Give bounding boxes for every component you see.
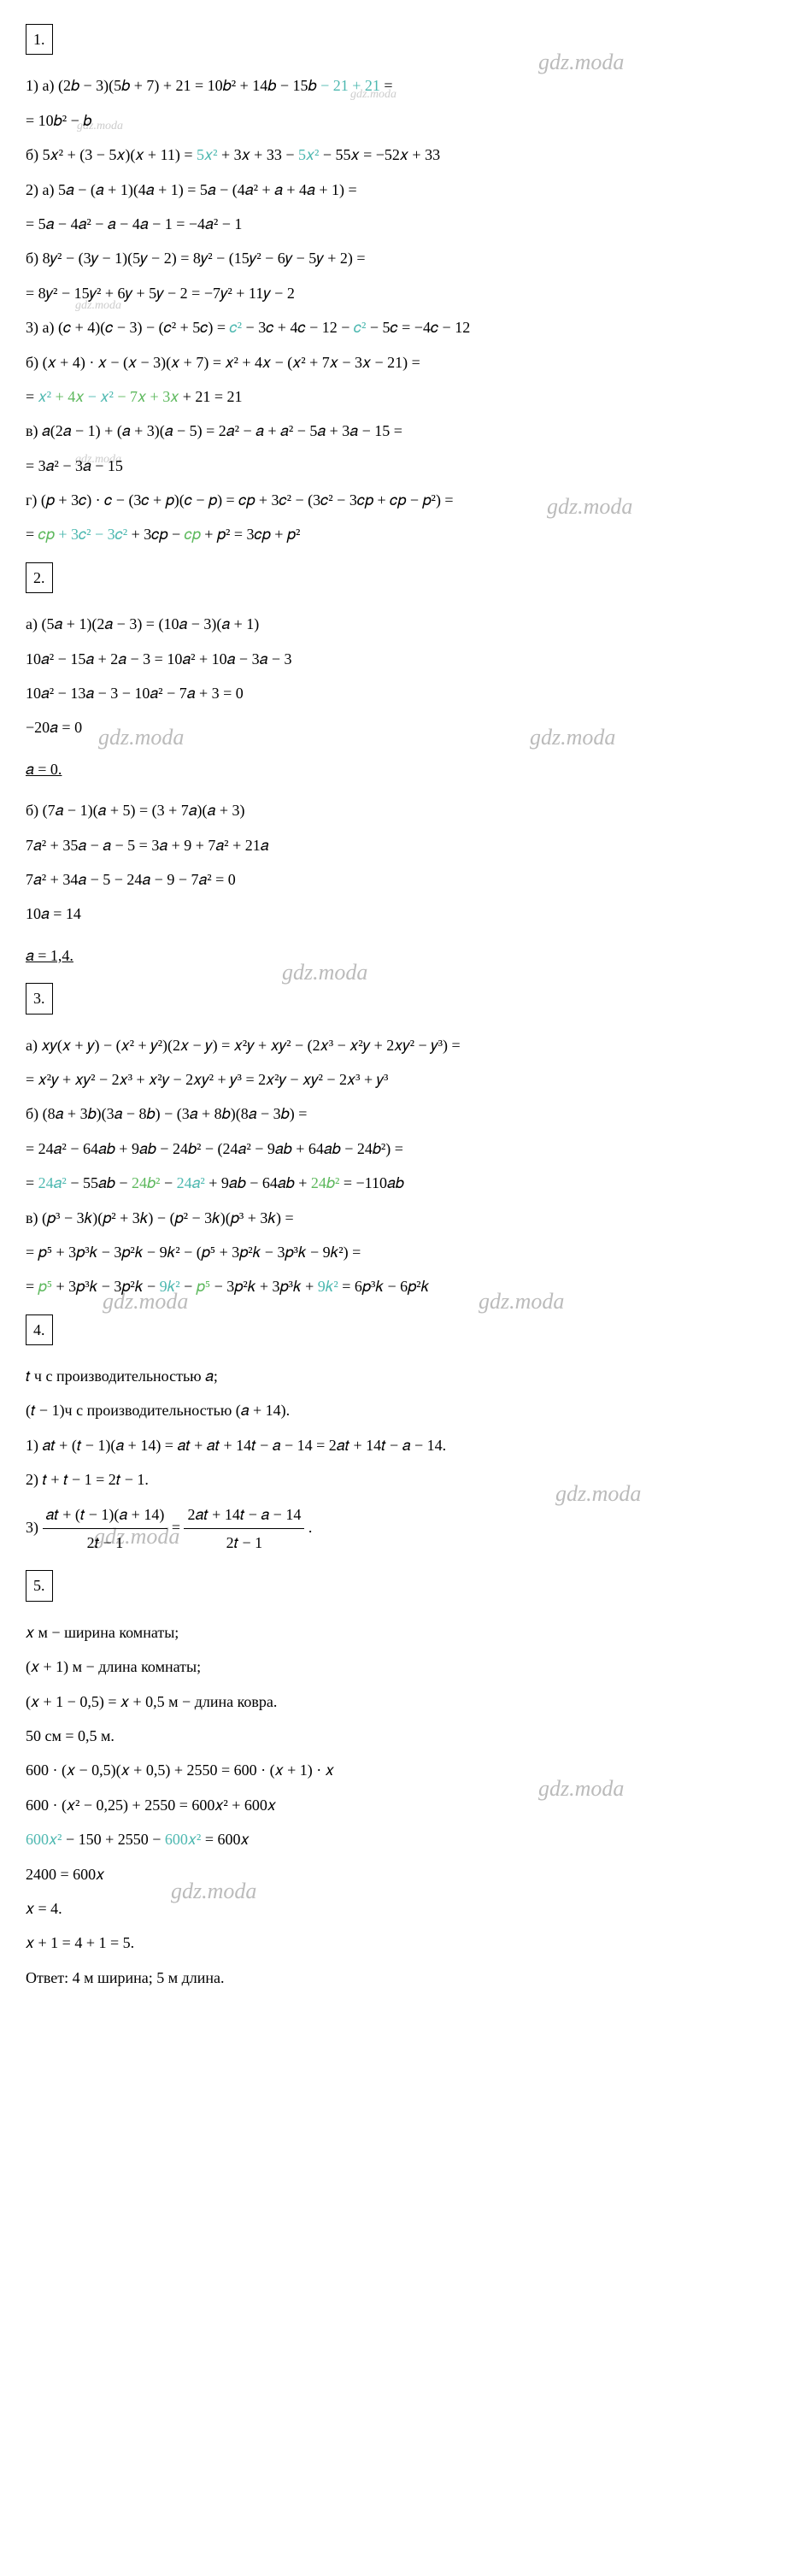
final-answer: Ответ: 4 м ширина; 5 м длина. [26, 1964, 761, 1991]
math-line: 50 см = 0,5 м. [26, 1722, 761, 1750]
math-line: 𝑥 + 1 = 4 + 1 = 5. [26, 1929, 761, 1956]
math-line: а) 𝑥𝑦(𝑥 + 𝑦) − (𝑥² + 𝑦²)(2𝑥 − 𝑦) = 𝑥²𝑦 +… [26, 1032, 761, 1059]
math-line: = 24𝑎² − 55𝑎𝑏 − 24𝑏² − 24𝑎² + 9𝑎𝑏 − 64𝑎𝑏… [26, 1169, 761, 1197]
math-line: 2) а) 5𝑎 − (𝑎 + 1)(4𝑎 + 1) = 5𝑎 − (4𝑎² +… [26, 176, 761, 203]
math-answer: 𝑎 = 1,4. [26, 942, 73, 969]
math-line: = 𝑝⁵ + 3𝑝³𝑘 − 3𝑝²𝑘 − 9𝑘² − 𝑝⁵ − 3𝑝²𝑘 + 3… [26, 1273, 761, 1300]
math-line: г) (𝑝 + 3𝑐) · 𝑐 − (3𝑐 + 𝑝)(𝑐 − 𝑝) = 𝑐𝑝 +… [26, 486, 761, 514]
math-line: = 8𝑦² − 15𝑦² + 6𝑦 + 5𝑦 − 2 = −7𝑦² + 11𝑦 … [26, 279, 761, 307]
math-line: 1) а) (2𝑏 − 3)(5𝑏 + 7) + 21 = 10𝑏² + 14𝑏… [26, 72, 761, 99]
math-line: (𝑥 + 1) м − длина комнаты; [26, 1653, 761, 1680]
math-answer: 𝑎 = 0. [26, 756, 62, 783]
math-line: 𝑥 м − ширина комнаты; [26, 1619, 761, 1646]
math-line: 1) 𝑎𝑡 + (𝑡 − 1)(𝑎 + 14) = 𝑎𝑡 + 𝑎𝑡 + 14𝑡 … [26, 1432, 761, 1459]
math-line: 7𝑎² + 34𝑎 − 5 − 24𝑎 − 9 − 7𝑎² = 0 [26, 866, 761, 893]
math-line: 𝑥 = 4. [26, 1895, 761, 1922]
section-1: 1. [26, 24, 53, 55]
math-line: = 24𝑎² − 64𝑎𝑏 + 9𝑎𝑏 − 24𝑏² − (24𝑎² − 9𝑎𝑏… [26, 1135, 761, 1162]
math-line: 600𝑥² − 150 + 2550 − 600𝑥² = 600𝑥 [26, 1826, 761, 1853]
math-line: = 𝑐𝑝 + 3𝑐² − 3𝑐² + 3𝑐𝑝 − 𝑐𝑝 + 𝑝² = 3𝑐𝑝 +… [26, 520, 761, 548]
math-line: 10𝑎² − 13𝑎 − 3 − 10𝑎² − 7𝑎 + 3 = 0 [26, 679, 761, 707]
math-line: 600 · (𝑥 − 0,5)(𝑥 + 0,5) + 2550 = 600 · … [26, 1756, 761, 1784]
math-line: = 5𝑎 − 4𝑎² − 𝑎 − 4𝑎 − 1 = −4𝑎² − 1 [26, 210, 761, 238]
math-line: (𝑥 + 1 − 0,5) = 𝑥 + 0,5 м − длина ковра. [26, 1688, 761, 1715]
math-line: 600 · (𝑥² − 0,25) + 2550 = 600𝑥² + 600𝑥 [26, 1791, 761, 1819]
math-line: 7𝑎² + 35𝑎 − 𝑎 − 5 = 3𝑎 + 9 + 7𝑎² + 21𝑎 [26, 832, 761, 859]
section-2: 2. [26, 562, 53, 593]
math-line: б) (𝑥 + 4) · 𝑥 − (𝑥 − 3)(𝑥 + 7) = 𝑥² + 4… [26, 349, 761, 376]
math-line: = 3𝑎² − 3𝑎 − 15 [26, 452, 761, 479]
math-line: 10𝑎 = 14 [26, 900, 761, 927]
math-line: −20𝑎 = 0 [26, 714, 761, 741]
math-line: 𝑡 ч с производительностью 𝑎; [26, 1362, 761, 1390]
section-3: 3. [26, 983, 53, 1014]
math-line: 3) а) (𝑐 + 4)(𝑐 − 3) − (𝑐² + 5𝑐) = 𝑐² − … [26, 314, 761, 341]
math-line: б) (7𝑎 − 1)(𝑎 + 5) = (3 + 7𝑎)(𝑎 + 3) [26, 797, 761, 824]
section-4: 4. [26, 1314, 53, 1345]
math-line: = 10𝑏² − 𝑏 [26, 107, 761, 134]
math-line: а) (5𝑎 + 1)(2𝑎 − 3) = (10𝑎 − 3)(𝑎 + 1) [26, 610, 761, 638]
math-line: = 𝑥² + 4𝑥 − 𝑥² − 7𝑥 + 3𝑥 + 21 = 21 [26, 383, 761, 410]
math-line: 2) 𝑡 + 𝑡 − 1 = 2𝑡 − 1. [26, 1466, 761, 1493]
math-line: 10𝑎² − 15𝑎 + 2𝑎 − 3 = 10𝑎² + 10𝑎 − 3𝑎 − … [26, 645, 761, 673]
math-line: = 𝑝⁵ + 3𝑝³𝑘 − 3𝑝²𝑘 − 9𝑘² − (𝑝⁵ + 3𝑝²𝑘 − … [26, 1238, 761, 1266]
math-line: = 𝑥²𝑦 + 𝑥𝑦² − 2𝑥³ + 𝑥²𝑦 − 2𝑥𝑦² + 𝑦³ = 2𝑥… [26, 1066, 761, 1093]
math-line: в) (𝑝³ − 3𝑘)(𝑝² + 3𝑘) − (𝑝² − 3𝑘)(𝑝³ + 3… [26, 1204, 761, 1232]
math-line: 2400 = 600𝑥 [26, 1861, 761, 1888]
math-line: 3) 𝑎𝑡 + (𝑡 − 1)(𝑎 + 14)2𝑡 − 1 = 2𝑎𝑡 + 14… [26, 1501, 761, 1557]
math-line: в) 𝑎(2𝑎 − 1) + (𝑎 + 3)(𝑎 − 5) = 2𝑎² − 𝑎 … [26, 417, 761, 444]
math-line: б) (8𝑎 + 3𝑏)(3𝑎 − 8𝑏) − (3𝑎 + 8𝑏)(8𝑎 − 3… [26, 1100, 761, 1127]
math-line: б) 8𝑦² − (3𝑦 − 1)(5𝑦 − 2) = 8𝑦² − (15𝑦² … [26, 244, 761, 272]
math-line: б) 5𝑥² + (3 − 5𝑥)(𝑥 + 11) = 5𝑥² + 3𝑥 + 3… [26, 141, 761, 168]
section-5: 5. [26, 1570, 53, 1601]
math-line: (𝑡 − 1)ч с производительностью (𝑎 + 14). [26, 1397, 761, 1424]
